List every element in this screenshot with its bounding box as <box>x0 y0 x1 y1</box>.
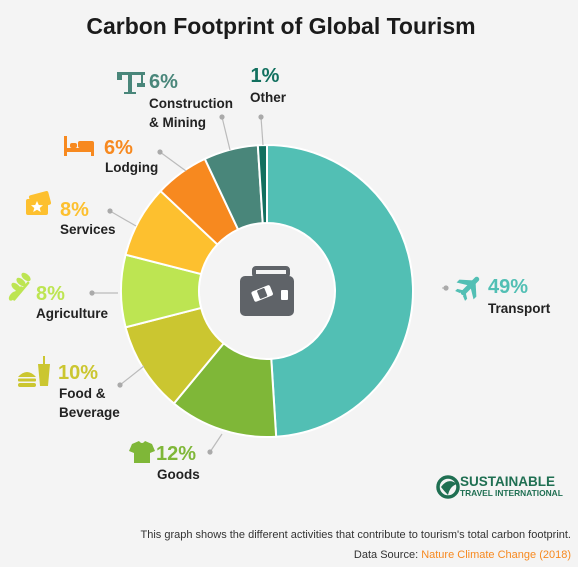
chart-title: Carbon Footprint of Global Tourism <box>86 13 475 39</box>
suitcase-icon <box>240 266 294 316</box>
value-label-lodging: 6% <box>104 137 133 159</box>
value-label-goods: 12% <box>156 443 196 465</box>
category-label-food-and-beverage: Food & Beverage <box>59 386 120 420</box>
ticket-icon <box>26 191 52 215</box>
source-link[interactable]: Nature Climate Change (2018) <box>421 549 571 561</box>
leader-dot-construction-and-mining <box>219 114 225 120</box>
category-label-agriculture: Agriculture <box>36 306 109 321</box>
leader-dot-goods <box>207 449 213 455</box>
airplane-icon <box>455 276 480 301</box>
tshirt-icon <box>129 441 155 463</box>
value-label-services: 8% <box>60 199 89 221</box>
value-label-construction-and-mining: 6% <box>149 71 178 93</box>
category-label-construction-and-mining: Construction & Mining <box>149 96 233 130</box>
wheat-icon <box>8 272 31 301</box>
donut-slices <box>120 143 415 438</box>
category-label-lodging: Lodging <box>105 160 158 175</box>
leader-line-construction-and-mining <box>221 116 231 151</box>
caption: This graph shows the different activitie… <box>140 529 571 541</box>
category-label-other: Other <box>250 90 287 105</box>
brand-name: SUSTAINABLE <box>460 474 555 489</box>
value-label-food-and-beverage: 10% <box>58 362 98 384</box>
value-label-transport: 49% <box>488 276 528 298</box>
category-label-transport: Transport <box>488 301 551 316</box>
burger-drink-icon <box>18 356 50 387</box>
leader-line-lodging <box>159 151 187 172</box>
brand-tagline: TRAVEL INTERNATIONAL <box>460 488 563 498</box>
slice-other <box>256 143 268 225</box>
bed-icon <box>64 136 94 156</box>
value-label-agriculture: 8% <box>36 283 65 305</box>
slice-transport <box>266 143 415 438</box>
leader-dot-other <box>258 114 264 120</box>
leader-line-services <box>109 210 137 227</box>
leader-line-other <box>260 116 264 146</box>
leader-dot-transport <box>443 285 449 291</box>
leader-dot-food-and-beverage <box>117 382 123 388</box>
crane-icon <box>117 72 145 94</box>
leader-dot-lodging <box>157 149 163 155</box>
leader-lines <box>89 114 449 455</box>
leader-dot-services <box>107 208 113 214</box>
leader-line-goods <box>209 433 223 453</box>
leader-line-food-and-beverage <box>119 365 145 386</box>
source-label: Data Source: <box>354 549 421 561</box>
sustainable-travel-logo: SUSTAINABLE TRAVEL INTERNATIONAL <box>436 474 563 499</box>
leader-dot-agriculture <box>89 290 95 296</box>
category-label-goods: Goods <box>157 467 200 482</box>
value-label-other: 1% <box>251 65 280 87</box>
category-label-services: Services <box>60 222 116 237</box>
data-source: Data Source: Nature Climate Change (2018… <box>354 549 571 561</box>
